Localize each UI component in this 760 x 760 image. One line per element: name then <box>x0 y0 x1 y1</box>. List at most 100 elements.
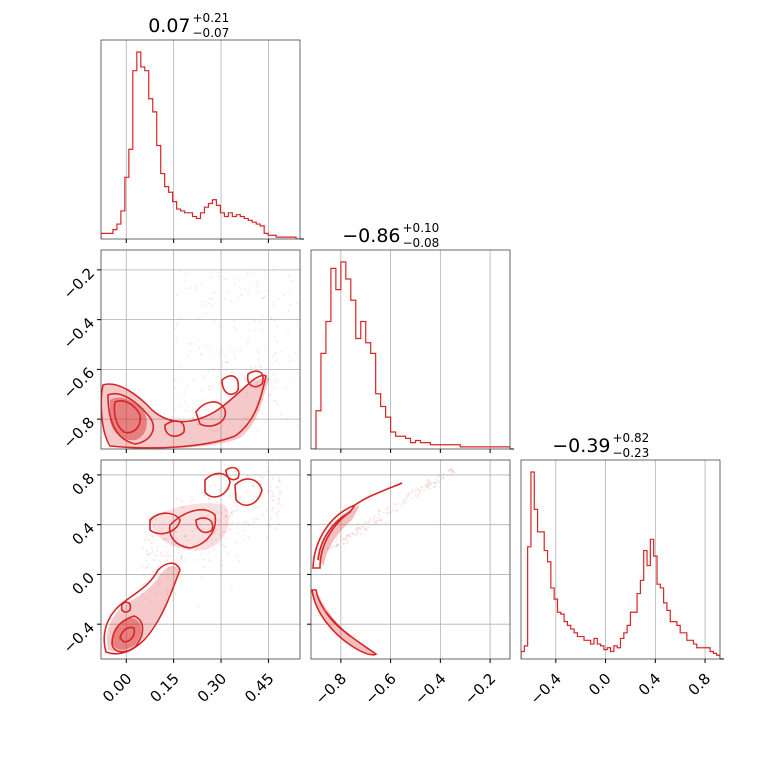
scatter32-point <box>351 532 354 535</box>
scatter21-point <box>175 324 178 327</box>
param3-xlabel-1: 0.0 <box>585 670 615 700</box>
scatter31-point <box>180 556 183 559</box>
scatter31-point <box>275 527 278 530</box>
scatter31-point <box>154 568 157 571</box>
scatter31-point <box>209 485 212 488</box>
scatter31-point <box>231 514 234 517</box>
scatter31-point <box>277 480 280 483</box>
scatter21-point <box>260 329 263 332</box>
scatter31-point <box>245 490 248 493</box>
scatter21-point <box>185 384 188 387</box>
scatter32-point <box>376 519 379 522</box>
scatter31-point <box>156 592 159 595</box>
scatter32-point <box>341 538 344 541</box>
scatter21-point <box>211 291 214 294</box>
scatter21-point <box>274 335 277 338</box>
scatter31-point <box>147 553 150 556</box>
scatter32-point <box>418 489 421 492</box>
scatter31-point <box>199 523 202 526</box>
scatter31-point <box>145 559 148 562</box>
scatter31-point <box>151 570 154 573</box>
scatter21-point <box>184 409 187 412</box>
scatter21-point <box>187 342 190 345</box>
panel-frame-h2 <box>310 249 511 450</box>
scatter31-point <box>211 519 214 522</box>
scatter21-point <box>212 354 215 357</box>
scatter32-point <box>327 548 330 551</box>
scatter21-point <box>264 276 267 279</box>
scatter31-contour-3 <box>149 512 181 535</box>
param3-left-ylabel-1: 0.0 <box>68 569 98 599</box>
scatter21-point <box>186 354 189 357</box>
scatter21-point <box>273 387 276 390</box>
scatter31-point <box>208 498 211 501</box>
scatter31-point <box>203 518 206 521</box>
scatter31-point <box>270 495 273 498</box>
scatter32-point <box>334 541 337 544</box>
scatter31-point <box>277 486 280 489</box>
scatter31-point <box>150 600 153 603</box>
scatter21-point <box>296 302 299 305</box>
scatter31-point <box>155 554 158 557</box>
scatter21-point <box>225 369 228 372</box>
param3-xlabel-0: −0.4 <box>527 670 565 708</box>
panel-title-minus: −0.08 <box>403 236 440 250</box>
scatter32-point <box>404 501 407 504</box>
scatter32-point <box>428 482 431 485</box>
scatter31-point <box>221 564 224 567</box>
scatter31-point <box>168 519 171 522</box>
scatter31-point <box>268 525 271 528</box>
scatter32-point <box>402 501 405 504</box>
scatter31-point <box>141 547 144 550</box>
scatter21-point <box>227 289 230 292</box>
scatter31-point <box>259 475 262 478</box>
scatter32-point <box>424 484 427 487</box>
scatter32-point <box>434 482 437 485</box>
scatter21-point <box>240 293 243 296</box>
panel-title-2: −0.86 +0.10−0.08 <box>342 221 439 250</box>
scatter32-point <box>328 542 331 545</box>
scatter21-point <box>274 319 277 322</box>
scatter21-point <box>208 302 211 305</box>
scatter31-point <box>179 558 182 561</box>
scatter32-point <box>386 511 389 514</box>
scatter31-point <box>210 538 213 541</box>
scatter31-point <box>230 512 233 515</box>
h3-steps <box>521 471 720 659</box>
scatter31-point <box>160 554 163 557</box>
scatter21-point <box>261 398 264 401</box>
scatter21-point <box>250 317 253 320</box>
param3-xlabel-3: 0.8 <box>685 670 715 700</box>
scatter32-point <box>375 520 378 523</box>
scatter21-point <box>180 377 183 380</box>
scatter21-point <box>208 385 211 388</box>
scatter32-point <box>427 485 430 488</box>
scatter32-point <box>419 489 422 492</box>
scatter32-point <box>376 516 379 519</box>
scatter31-point <box>152 535 155 538</box>
scatter32-contour-2 <box>311 589 378 656</box>
scatter21-point <box>187 405 190 408</box>
scatter21-point <box>295 317 298 320</box>
scatter32-point <box>428 480 431 483</box>
scatter31-point <box>265 509 268 512</box>
scatter32-point <box>351 532 354 535</box>
scatter21-point <box>274 353 277 356</box>
scatter21-point <box>240 425 243 428</box>
scatter21-point <box>207 371 210 374</box>
panel-title-plus: +0.10 <box>403 221 440 235</box>
scatter32-point <box>349 533 352 536</box>
scatter21-point <box>204 345 207 348</box>
scatter31-density-inner <box>112 618 142 650</box>
scatter21-point <box>256 383 259 386</box>
scatter31-point <box>175 531 178 534</box>
scatter31-point <box>224 515 227 518</box>
scatter32-point <box>407 492 410 495</box>
scatter32-point <box>369 518 372 521</box>
scatter32-contour-1 <box>317 511 351 561</box>
scatter21-point <box>282 294 285 297</box>
scatter21-point <box>257 351 260 354</box>
scatter21-point <box>202 300 205 303</box>
scatter21-point <box>189 350 192 353</box>
